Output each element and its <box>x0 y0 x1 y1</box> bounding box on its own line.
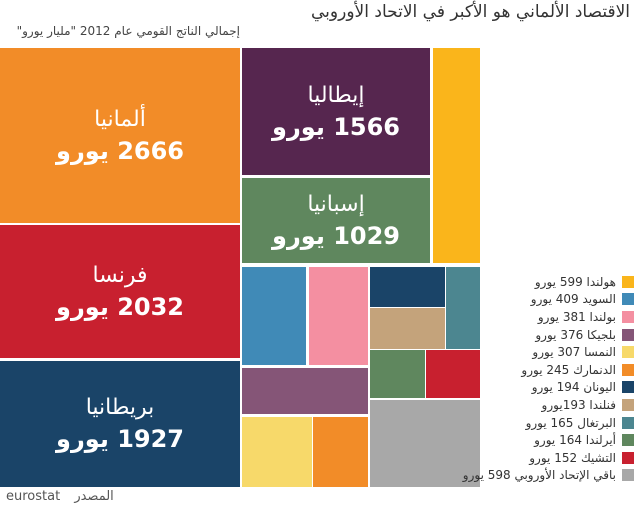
treemap-cell <box>242 368 368 414</box>
legend-swatch <box>622 398 634 411</box>
chart-subtitle: إجمالي الناتج القومي عام 2012 "مليار يور… <box>16 24 240 38</box>
legend-swatch <box>622 293 634 306</box>
legend-label: بلجيكا 376 يورو <box>535 327 616 342</box>
legend-item: اليونان 194 يورو <box>463 379 634 397</box>
treemap-cell <box>242 267 306 365</box>
legend-item: بلجيكا 376 يورو <box>463 326 634 344</box>
source-note: eurostat المصدر <box>6 489 124 504</box>
legend: هولندا 599 يورو السويد 409 يورو بولندا 381… <box>463 273 634 484</box>
source-name: eurostat <box>6 489 61 504</box>
treemap-cell <box>309 267 368 365</box>
treemap-cell <box>370 400 480 487</box>
cell-value: 1566 يورو <box>272 112 400 141</box>
cell-value: 1927 يورو <box>56 425 184 453</box>
legend-label: التشيك 152 يورو <box>529 450 616 465</box>
legend-item: النمسا 307 يورو <box>463 343 634 361</box>
legend-item: البرتغال 165 يورو <box>463 414 634 432</box>
treemap-cell: إسبانيا 1029 يورو <box>242 178 430 263</box>
treemap-cell <box>433 48 480 263</box>
legend-label: هولندا 599 يورو <box>534 274 616 289</box>
legend-swatch <box>622 328 634 341</box>
legend-label: السويد 409 يورو <box>530 292 616 307</box>
treemap-cell: ألمانيا 2666 يورو <box>0 48 240 223</box>
legend-label: أيرلندا 164 يورو <box>534 433 616 448</box>
treemap-cell <box>370 308 445 349</box>
cell-name: إيطاليا <box>307 82 365 108</box>
legend-swatch <box>622 363 634 376</box>
legend-item: فنلندا 193يورو <box>463 396 634 414</box>
treemap-cell: إيطاليا 1566 يورو <box>242 48 430 175</box>
treemap-cell <box>313 417 368 487</box>
legend-label: اليونان 194 يورو <box>531 380 616 395</box>
legend-swatch <box>622 381 634 394</box>
legend-swatch <box>622 469 634 482</box>
cell-name: فرنسا <box>92 262 148 288</box>
legend-item: التشيك 152 يورو <box>463 449 634 467</box>
treemap-cell: بريطانيا 1927 يورو <box>0 361 240 487</box>
cell-value: 1029 يورو <box>272 221 400 250</box>
treemap-cell <box>242 417 312 487</box>
treemap-cell <box>370 267 445 307</box>
legend-swatch <box>622 451 634 464</box>
legend-item: بولندا 381 يورو <box>463 308 634 326</box>
treemap-cell <box>370 350 425 398</box>
legend-item: هولندا 599 يورو <box>463 273 634 291</box>
legend-swatch <box>622 346 634 359</box>
legend-label: فنلندا 193يورو <box>541 397 616 412</box>
cell-value: 2666 يورو <box>56 136 184 165</box>
legend-label: البرتغال 165 يورو <box>525 415 616 430</box>
cell-name: بريطانيا <box>85 395 155 420</box>
legend-item: باقي الإتحاد الأوروبي 598 يورو <box>463 467 634 485</box>
legend-label: الدنمارك 245 يورو <box>521 362 616 377</box>
cell-name: ألمانيا <box>94 106 146 132</box>
legend-label: بولندا 381 يورو <box>537 309 616 324</box>
cell-name: إسبانيا <box>307 191 365 217</box>
legend-label: باقي الإتحاد الأوروبي 598 يورو <box>462 468 616 483</box>
treemap-cell: فرنسا 2032 يورو <box>0 225 240 358</box>
legend-swatch <box>622 416 634 429</box>
source-label: المصدر <box>74 489 114 504</box>
treemap-cell <box>446 267 480 349</box>
legend-item: أيرلندا 164 يورو <box>463 431 634 449</box>
legend-label: النمسا 307 يورو <box>532 345 616 360</box>
legend-item: الدنمارك 245 يورو <box>463 361 634 379</box>
legend-swatch <box>622 434 634 447</box>
legend-item: السويد 409 يورو <box>463 291 634 309</box>
chart-title: الاقتصاد الألماني هو الأكبر في الاتحاد ا… <box>311 2 630 22</box>
legend-swatch <box>622 275 634 288</box>
legend-swatch <box>622 310 634 323</box>
treemap-cell <box>426 350 480 398</box>
cell-value: 2032 يورو <box>56 292 184 321</box>
